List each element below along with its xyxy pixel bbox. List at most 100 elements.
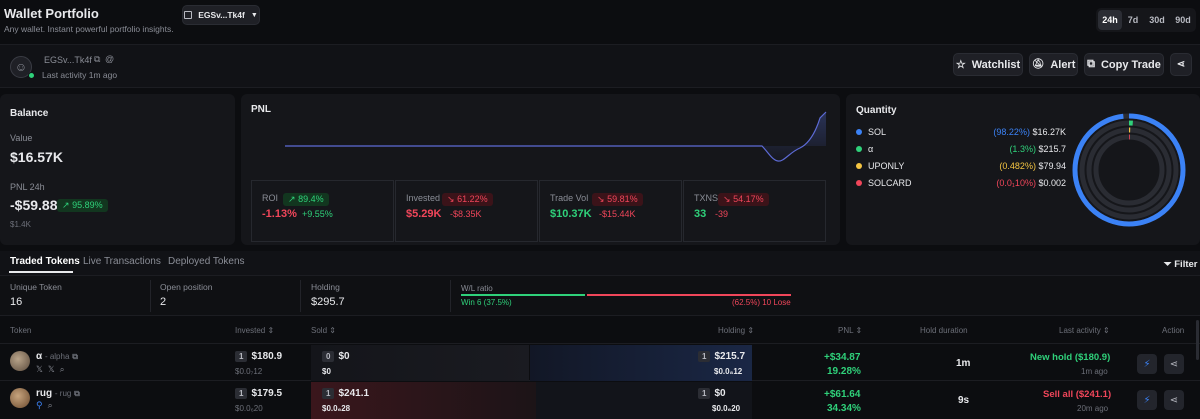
filter-button[interactable]: ⏷ Filter — [1164, 259, 1197, 270]
search-icon[interactable]: ⌕ — [47, 400, 58, 410]
pnl-panel — [241, 94, 840, 245]
row1-invested-sub: $0.0₇12 — [235, 367, 263, 376]
legend-alpha-pct: (1.3%) — [1009, 144, 1036, 154]
token-name: - alpha — [44, 352, 70, 361]
share-button[interactable]: ⋖ — [1164, 354, 1184, 374]
stat-roi: ROI ↗ 89.4% -1.13% +9.55% — [251, 180, 394, 242]
row2-holding: 1 $0 — [698, 388, 726, 399]
legend-sol-value: $16.27K — [1032, 127, 1066, 137]
stat-roi-change: +9.55% — [302, 209, 333, 219]
row1-sold: 0 $0 — [322, 351, 350, 362]
alert-button[interactable]: 🔕︎ Alert — [1029, 53, 1078, 76]
wl-ratio-label: W/L ratio — [461, 284, 493, 293]
col-last-activity[interactable]: Last activity ⇕ — [1059, 326, 1110, 335]
unique-token-label: Unique Token — [10, 282, 62, 292]
legend-sol-dot — [856, 129, 862, 135]
tab-deployed-tokens[interactable]: Deployed Tokens — [168, 256, 245, 267]
scrollbar[interactable] — [1196, 320, 1199, 360]
row1-invested-value: $180.9 — [251, 351, 283, 362]
stat-txns-badge-value: 54.17% — [733, 194, 764, 204]
row1-sold-bg — [311, 345, 529, 381]
donut-arc-sol — [1072, 113, 1186, 227]
copy-icon[interactable]: ⧉ — [94, 54, 101, 64]
row1-invested-count: 1 — [235, 351, 248, 362]
legend-solcard-pct: (0.0₁10%) — [996, 178, 1036, 188]
balance-title: Balance — [10, 108, 49, 119]
holding-label: Holding — [311, 282, 340, 292]
stat-invested-badge-value: 61.22% — [457, 194, 488, 204]
legend-uponly: UPONLY (0.482%) $79.94 — [856, 161, 1066, 171]
x-icon[interactable]: 𝕏 — [47, 364, 60, 374]
link-icon[interactable]: @ — [105, 54, 115, 64]
filter-icon: ⏷ — [1164, 259, 1172, 270]
wallet-selector-label: EGSv...Tk4f — [198, 10, 245, 20]
stat-invested-badge: ↘ 61.22% — [442, 193, 493, 206]
row1-sold-value: $0 — [338, 351, 350, 362]
share-button[interactable]: ⋖ — [1164, 390, 1184, 410]
row1-sold-count: 0 — [322, 351, 335, 362]
summary-row — [0, 276, 1200, 316]
pump-icon[interactable]: ⚲ — [36, 400, 48, 410]
balance-value-label: Value — [10, 133, 33, 143]
quick-buy-button[interactable]: ⚡︎ — [1137, 390, 1157, 410]
holding-value: $295.7 — [311, 296, 345, 308]
stat-trade-vol-badge: ↘ 59.81% — [592, 193, 643, 206]
copy-trade-button[interactable]: ⧉ Copy Trade — [1084, 53, 1164, 76]
copy-icon[interactable]: ⧉ — [74, 389, 80, 398]
row1-holding: 1 $215.7 — [698, 351, 745, 362]
row2-sold: 1 $241.1 — [322, 388, 369, 399]
lightning-icon: ⚡︎ — [1143, 394, 1151, 406]
quick-buy-button[interactable]: ⚡︎ — [1137, 354, 1157, 374]
tab-traded-tokens[interactable]: Traded Tokens — [10, 256, 80, 267]
timeframe-24h[interactable]: 24h — [1098, 10, 1122, 30]
row2-sold-bg — [311, 382, 536, 419]
legend-uponly-pct: (0.482%) — [999, 161, 1036, 171]
chevron-down-icon: ▼ — [250, 11, 258, 19]
col-pnl[interactable]: PNL ⇕ — [838, 326, 862, 335]
row1-holding-sub: $0.0₈12 — [714, 367, 743, 376]
search-icon[interactable]: ⌕ — [59, 364, 70, 374]
copy-icon[interactable]: ⧉ — [72, 352, 78, 361]
col-sold[interactable]: Sold ⇕ — [311, 326, 336, 335]
tab-live-transactions[interactable]: Live Transactions — [83, 256, 161, 267]
summary-divider-2 — [300, 280, 301, 312]
win-count: Win 6 (37.5%) — [461, 298, 512, 307]
sort-icon: ⇕ — [747, 326, 755, 335]
donut-track — [1093, 134, 1165, 206]
row2-holding-bg — [536, 382, 752, 419]
timeframe-7d[interactable]: 7d — [1127, 15, 1139, 25]
tab-active-indicator — [9, 271, 73, 273]
pnl-24h-label: PNL 24h — [10, 182, 45, 192]
row2-holding-sub: $0.0₆20 — [712, 404, 741, 413]
stat-roi-badge-value: 89.4% — [298, 194, 324, 204]
watchlist-button[interactable]: ☆ Watchlist — [953, 53, 1023, 76]
legend-alpha: α (1.3%) $215.7 — [856, 144, 1066, 154]
legend-uponly-name: UPONLY — [868, 161, 905, 171]
timeframe-90d[interactable]: 90d — [1175, 15, 1191, 25]
col-invested-label: Invested — [235, 326, 266, 335]
row2-holding-value: $0 — [714, 388, 726, 399]
stat-roi-value: -1.13% — [262, 208, 297, 220]
row2-activity-time: 20m ago — [1077, 404, 1109, 413]
col-action: Action — [1162, 326, 1185, 335]
token-links: ⚲⌕ — [36, 400, 58, 411]
token-symbol[interactable]: rug - rug ⧉ — [36, 388, 80, 399]
twitter-icon[interactable]: 𝕏 — [36, 364, 48, 374]
summary-divider-1 — [150, 280, 151, 312]
token-symbol[interactable]: α - alpha ⧉ — [36, 351, 78, 362]
timeframe-30d[interactable]: 30d — [1149, 15, 1165, 25]
lose-count: (62.5%) 10 Lose — [732, 298, 791, 307]
legend-solcard-value: $0.002 — [1038, 178, 1066, 188]
col-invested[interactable]: Invested ⇕ — [235, 326, 274, 335]
online-status-dot — [28, 72, 35, 79]
donut-track — [1086, 127, 1172, 213]
wallet-selector[interactable]: EGSv...Tk4f ▼ — [182, 5, 260, 25]
col-holding[interactable]: Holding ⇕ — [718, 326, 754, 335]
pnl-line — [285, 111, 827, 162]
bell-off-icon: 🔕︎ — [1031, 59, 1045, 70]
pnl-chart — [285, 111, 827, 162]
share-icon: ⋖ — [1169, 358, 1179, 370]
alert-label: Alert — [1050, 58, 1076, 71]
arrow-down-icon: ↘ — [723, 194, 731, 204]
share-button[interactable]: ⋖ — [1170, 53, 1192, 76]
